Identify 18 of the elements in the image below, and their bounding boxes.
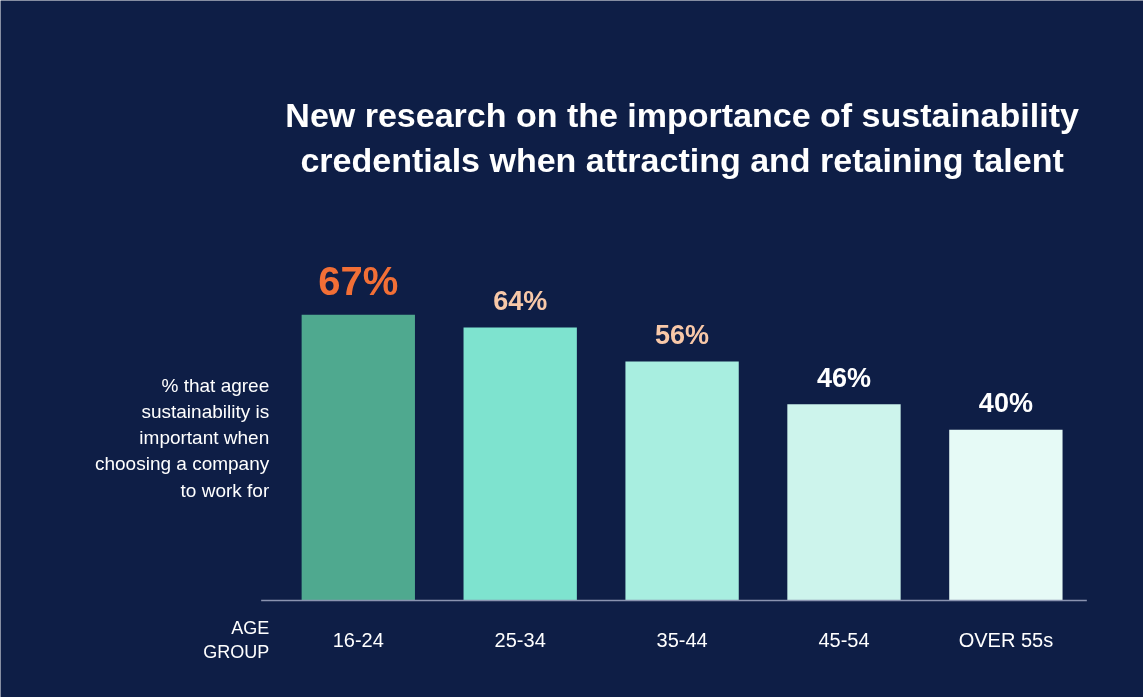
y-axis-title: % that agree sustainability is important when choosing a company to work for xyxy=(94,374,270,501)
data-label: 40% xyxy=(978,388,1033,419)
data-label: 56% xyxy=(655,320,710,351)
x-tick-label: 35-44 xyxy=(656,629,708,652)
x-tick-label: 25-34 xyxy=(494,629,546,652)
bar xyxy=(949,429,1063,601)
bar xyxy=(463,327,577,601)
bar xyxy=(625,361,739,601)
data-label: 67% xyxy=(318,259,399,304)
x-tick-label: 16-24 xyxy=(332,629,384,652)
data-label: 46% xyxy=(816,362,872,393)
bar xyxy=(787,404,901,601)
chart-title: New research on the importance of sustainability credentials when attracting and retaining talent xyxy=(285,95,1079,180)
x-tick-label: 45-54 xyxy=(818,629,870,652)
x-axis-title: AGE GROUP xyxy=(203,618,270,663)
x-tick-label: OVER 55s xyxy=(958,629,1054,652)
bar xyxy=(301,314,415,601)
data-label: 64% xyxy=(493,286,548,317)
